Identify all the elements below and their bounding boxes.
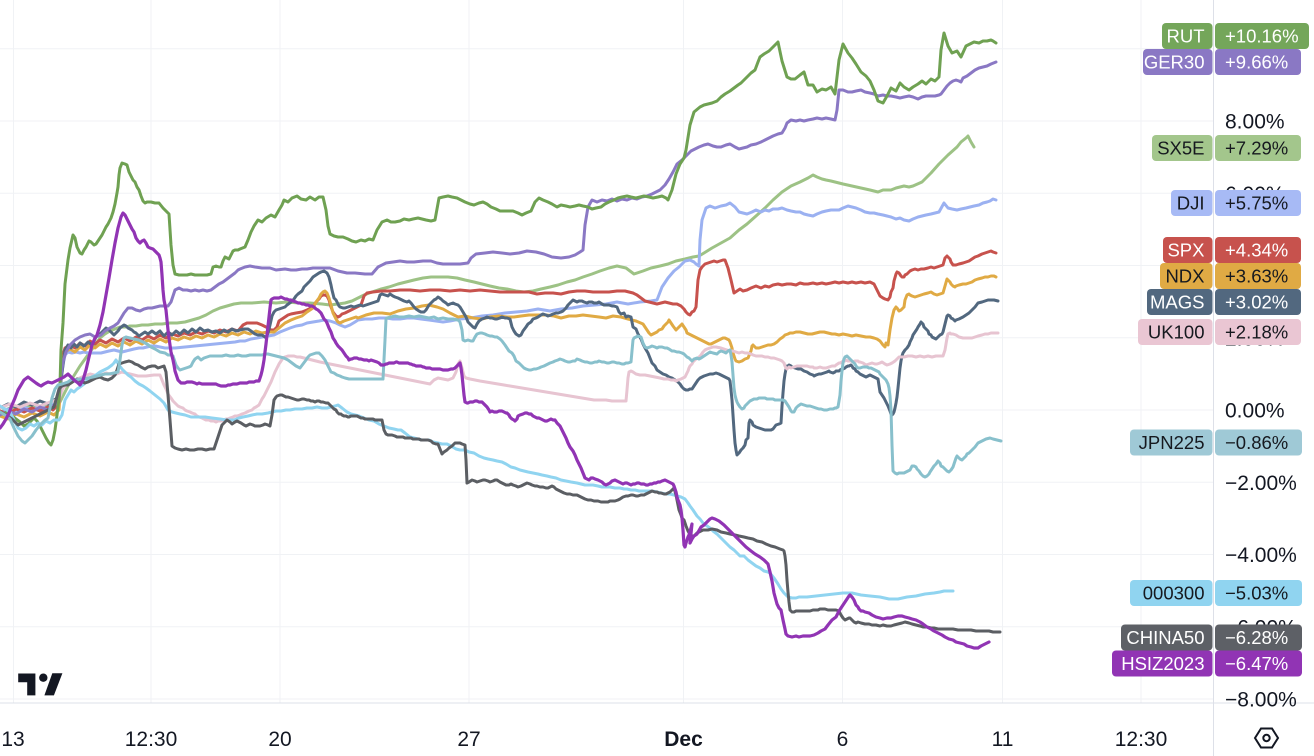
- svg-text:SX5E: SX5E: [1157, 138, 1204, 159]
- svg-text:UK100: UK100: [1148, 322, 1205, 343]
- svg-text:12:30: 12:30: [1115, 728, 1168, 751]
- svg-text:+3.02%: +3.02%: [1225, 292, 1288, 313]
- svg-text:11: 11: [992, 728, 1014, 751]
- svg-text:MAGS: MAGS: [1150, 292, 1204, 313]
- svg-text:+4.34%: +4.34%: [1225, 240, 1288, 261]
- svg-text:+9.66%: +9.66%: [1225, 52, 1288, 73]
- svg-text:−5.03%: −5.03%: [1225, 583, 1288, 604]
- svg-text:12:30: 12:30: [125, 728, 178, 751]
- svg-text:DJI: DJI: [1177, 193, 1205, 214]
- svg-text:RUT: RUT: [1166, 26, 1204, 47]
- svg-text:+10.16%: +10.16%: [1225, 26, 1299, 47]
- svg-text:+3.63%: +3.63%: [1225, 266, 1288, 287]
- svg-text:CHINA50: CHINA50: [1126, 627, 1204, 648]
- svg-text:6: 6: [837, 728, 849, 751]
- svg-text:NDX: NDX: [1165, 266, 1204, 287]
- svg-text:−4.00%: −4.00%: [1225, 544, 1297, 567]
- svg-text:13: 13: [1, 728, 24, 751]
- svg-text:SPX: SPX: [1167, 240, 1204, 261]
- svg-text:+7.29%: +7.29%: [1225, 138, 1288, 159]
- svg-text:GER30: GER30: [1144, 52, 1205, 73]
- svg-text:−0.86%: −0.86%: [1225, 432, 1288, 453]
- svg-text:+5.75%: +5.75%: [1225, 193, 1288, 214]
- svg-text:+2.18%: +2.18%: [1225, 322, 1288, 343]
- svg-text:27: 27: [457, 728, 480, 751]
- svg-text:−6.28%: −6.28%: [1225, 627, 1288, 648]
- svg-text:8.00%: 8.00%: [1225, 111, 1285, 134]
- svg-text:−8.00%: −8.00%: [1225, 689, 1297, 712]
- svg-text:20: 20: [268, 728, 291, 751]
- svg-text:0.00%: 0.00%: [1225, 400, 1285, 423]
- svg-text:HSIZ2023: HSIZ2023: [1121, 653, 1204, 674]
- svg-text:−2.00%: −2.00%: [1225, 472, 1297, 495]
- svg-text:000300: 000300: [1143, 583, 1205, 604]
- svg-text:−6.47%: −6.47%: [1225, 653, 1288, 674]
- svg-text:Dec: Dec: [664, 728, 703, 751]
- svg-text:JPN225: JPN225: [1139, 432, 1205, 453]
